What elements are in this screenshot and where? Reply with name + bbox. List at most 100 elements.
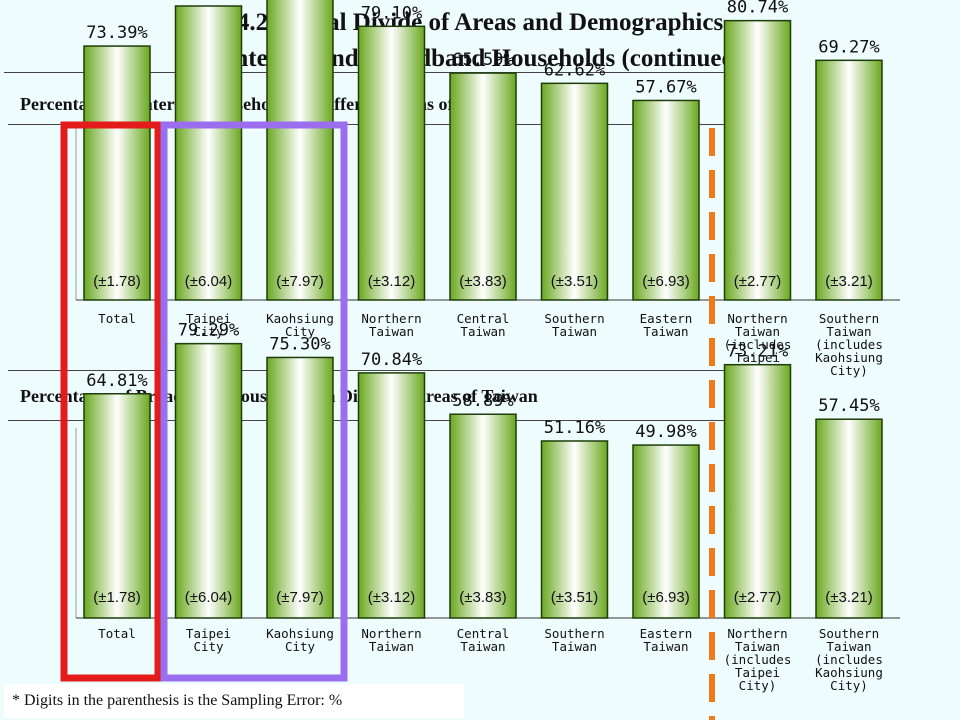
category-label: Southern (544, 311, 604, 326)
bar (723, 19, 792, 301)
error-label: (±6.04) (185, 273, 232, 290)
category-label: Kaohsiung (266, 311, 334, 326)
bar (357, 25, 426, 301)
category-label: Southern (819, 311, 879, 326)
category-label: Taiwan (735, 639, 780, 654)
category-label: (includes (724, 652, 792, 667)
error-label: (±2.77) (734, 589, 781, 606)
error-label: (±3.12) (368, 273, 415, 290)
category-label: Northern (727, 626, 787, 641)
category-label: Taipei (186, 626, 231, 641)
category-label: Kaohsiung (815, 665, 883, 680)
category-label: (includes (815, 337, 883, 352)
category-label: (includes (815, 652, 883, 667)
category-label: City (285, 324, 316, 339)
value-label: 49.98% (635, 422, 696, 442)
value-label: 70.84% (361, 350, 422, 370)
category-label: City (193, 639, 224, 654)
internet-chart: 73.39%(±1.78)Total84.97%(±6.04)TaipeiCit… (75, 0, 900, 378)
category-label: Taipei (186, 311, 231, 326)
category-label: Taiwan (460, 324, 505, 339)
value-label: 64.81% (86, 371, 147, 391)
error-label: (±3.83) (459, 589, 506, 606)
category-label: Central (457, 311, 510, 326)
category-label: Northern (361, 626, 421, 641)
value-label: 80.74% (727, 0, 788, 18)
bar (632, 99, 700, 301)
bar (174, 5, 243, 301)
error-label: (±1.78) (93, 273, 140, 290)
category-label: Eastern (640, 626, 693, 641)
category-label: City) (830, 678, 868, 693)
value-label: 84.97% (178, 0, 239, 3)
category-label: City (285, 639, 316, 654)
bar (632, 444, 700, 619)
category-label: Taiwan (552, 639, 597, 654)
bar (723, 363, 792, 619)
category-label: Taiwan (460, 639, 505, 654)
category-label: Central (457, 626, 510, 641)
category-label: City) (739, 678, 777, 693)
category-label: Taiwan (552, 324, 597, 339)
category-label: Taiwan (735, 324, 780, 339)
error-label: (±3.21) (825, 273, 872, 290)
category-label: Taipei (735, 350, 780, 365)
error-label: (±3.51) (551, 273, 598, 290)
value-label: 73.39% (86, 23, 147, 43)
sampling-error-footnote: * Digits in the parenthesis is the Sampl… (4, 684, 464, 718)
category-label: Northern (361, 311, 421, 326)
value-label: 65.59% (452, 50, 513, 70)
value-label: 79.29% (178, 321, 239, 341)
error-label: (±3.12) (368, 589, 415, 606)
value-label: 62.62% (544, 60, 605, 80)
city-highlight-box (160, 121, 348, 682)
bar (357, 372, 426, 619)
category-label: Eastern (640, 311, 693, 326)
value-label: 75.30% (269, 334, 330, 354)
value-label: 79.10% (361, 3, 422, 23)
category-label: Total (98, 311, 136, 326)
category-label: Taiwan (369, 324, 414, 339)
broadband-chart: 64.81%(±1.78)Total79.29%(±6.04)TaipeiCit… (75, 321, 900, 693)
category-label: Northern (727, 311, 787, 326)
category-label: Taiwan (643, 639, 688, 654)
section-divider-rule (8, 370, 753, 371)
bar (174, 342, 243, 619)
error-label: (±1.78) (93, 589, 140, 606)
error-label: (±3.21) (825, 589, 872, 606)
category-label: Taiwan (643, 324, 688, 339)
value-label: 69.27% (818, 37, 879, 57)
bar (266, 0, 334, 301)
category-label: Taipei (735, 665, 780, 680)
bar (540, 440, 609, 619)
category-label: (includes (724, 337, 792, 352)
value-label: 58.89% (452, 391, 513, 411)
bar (540, 82, 609, 301)
value-label: 73.21% (727, 342, 788, 362)
category-label: Taiwan (826, 639, 871, 654)
bar (83, 45, 151, 301)
value-label: 51.16% (544, 418, 605, 438)
error-label: (±6.93) (642, 589, 689, 606)
bar (449, 72, 517, 301)
bar (815, 59, 883, 301)
value-label: 57.67% (635, 77, 696, 97)
total-highlight-box (60, 121, 162, 682)
category-label: City (193, 324, 224, 339)
value-label: 57.45% (818, 396, 879, 416)
bar (83, 393, 151, 619)
error-label: (±3.83) (459, 273, 506, 290)
category-label: Taiwan (369, 639, 414, 654)
error-label: (±3.51) (551, 589, 598, 606)
bar (815, 418, 883, 619)
category-label: Kaohsiung (266, 626, 334, 641)
category-label: Kaohsiung (815, 350, 883, 365)
category-label: Southern (819, 626, 879, 641)
error-label: (±7.97) (276, 273, 323, 290)
category-label: Taiwan (826, 324, 871, 339)
error-label: (±6.04) (185, 589, 232, 606)
error-label: (±6.93) (642, 273, 689, 290)
error-label: (±7.97) (276, 589, 323, 606)
category-label: Total (98, 626, 136, 641)
